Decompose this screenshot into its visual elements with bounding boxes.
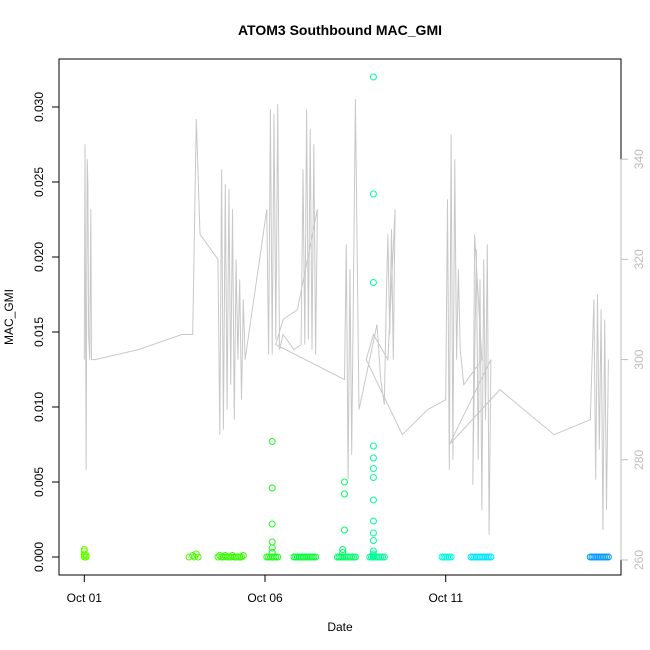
data-point [312,553,320,561]
data-point [351,553,359,561]
plot-frame [58,58,622,576]
y2-tick-label: 300 [632,349,646,369]
point-series-2 [214,552,247,561]
y-tick-label: 0.000 [32,542,46,572]
y-tick-label: 0.015 [32,317,46,347]
data-point [272,553,280,561]
data-point [268,553,276,561]
x-tick-label: Oct 01 [67,591,103,605]
data-point [341,478,348,486]
data-point [447,553,455,561]
data-point [185,553,193,561]
data-point [487,553,495,561]
data-point [341,490,348,498]
data-point [214,553,222,561]
y-tick-label: 0.030 [32,92,46,122]
data-point [227,553,235,561]
data-point [369,552,377,559]
data-point [268,438,276,445]
data-point [268,484,276,492]
point-series-0 [80,546,90,561]
x-axis-label: Date [327,620,353,634]
data-point [369,442,377,450]
y2-tick-label: 260 [632,550,646,570]
data-point [339,546,347,553]
data-point [369,474,377,481]
y-axis-right: 260 280 300 320 340 [620,149,646,570]
y-tick-label: 0.005 [32,467,46,497]
data-point [341,526,348,534]
point-series-group [80,73,612,561]
data-point [369,517,377,525]
data-point [604,553,612,561]
point-series-6 [366,73,388,561]
data-point [339,549,347,556]
point-series-3 [263,438,282,561]
data-point [82,552,90,559]
data-point [369,496,377,504]
data-point [369,73,377,81]
data-point [369,190,377,198]
x-axis: Oct 01 Oct 06 Oct 11 [67,574,463,605]
data-point [194,553,202,561]
data-point [369,537,377,544]
data-point [239,552,247,559]
data-point [369,454,377,462]
point-series-8 [467,553,495,561]
data-point [369,465,377,472]
point-series-4 [290,553,320,561]
data-point [603,553,610,561]
y2-tick-label: 340 [632,149,646,169]
point-series-7 [438,553,455,561]
x-tick-label: Oct 11 [428,591,463,605]
data-point [268,520,276,528]
y2-tick-label: 320 [632,249,646,269]
point-series-5 [333,478,359,561]
point-series-9 [586,553,612,561]
chart-title: ATOM3 Southbound MAC_GMI [238,22,442,38]
y-tick-label: 0.020 [32,242,46,272]
data-point [268,544,276,552]
y-axis-label: MAC_GMI [2,289,16,345]
data-point [238,553,245,561]
y2-tick-label: 280 [632,449,646,469]
data-point [369,529,377,537]
y-tick-label: 0.025 [32,167,46,197]
grey-line-series [83,99,609,535]
y-tick-label: 0.010 [32,392,46,422]
y-axis-left: 0.000 0.005 0.010 0.015 0.020 0.025 0.030 [32,92,60,572]
point-series-1 [185,550,202,561]
data-point [268,549,276,556]
data-point [268,538,276,546]
data-point [348,553,356,561]
grey-line [83,99,609,535]
data-point [380,553,388,561]
x-tick-label: Oct 06 [247,591,283,605]
data-point [369,279,377,286]
